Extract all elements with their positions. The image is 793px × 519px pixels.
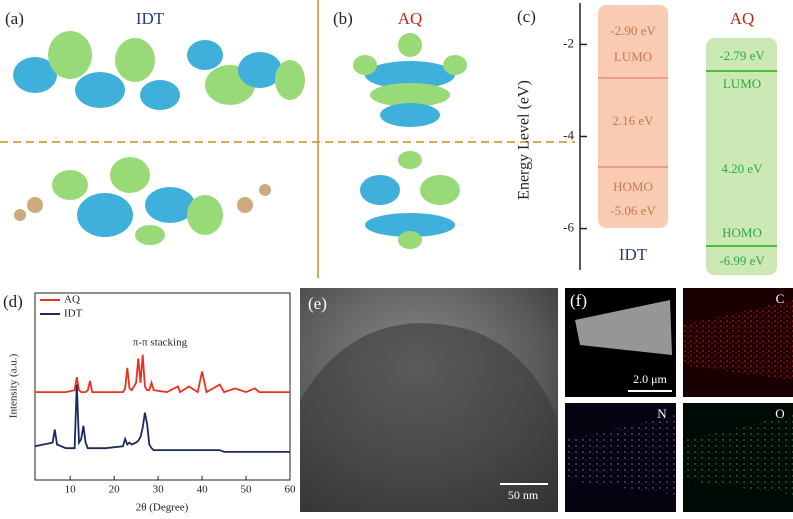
annotation: π-π stacking [133, 337, 188, 349]
eds-signal [683, 300, 793, 380]
gap: 4.20 eV [721, 161, 763, 176]
eds-signal [683, 415, 793, 495]
y-tick-label: -4 [563, 127, 574, 142]
panel-label: (b) [333, 9, 353, 28]
homo-energy: -5.06 eV [610, 203, 656, 218]
y-axis-label: Intensity (a.u.) [8, 353, 20, 418]
x-tick-label: 10 [65, 484, 77, 496]
gap: 2.16 eV [612, 113, 654, 128]
x-axis-label: 2θ (Degree) [136, 502, 189, 514]
homo-label: HOMO [722, 225, 762, 240]
element-label: C [776, 291, 785, 306]
panel-label: (c) [517, 7, 536, 26]
eds-signal [565, 415, 676, 495]
column-name: AQ [730, 9, 755, 28]
energy-column: -2.90 eV LUMO 2.16 eV HOMO -5.06 eV IDT [598, 5, 668, 264]
element-label: O [775, 406, 784, 421]
orbital-image [353, 33, 467, 249]
panel-label: (d) [3, 292, 23, 311]
lumo-energy: -2.79 eV [719, 48, 765, 63]
scale-bar-label: 2.0 μm [633, 372, 667, 386]
panel-label: (f) [570, 291, 587, 310]
x-tick-label: 30 [153, 484, 165, 496]
x-tick-label: 20 [109, 484, 121, 496]
column-name: IDT [619, 245, 648, 264]
panel-label: (e) [308, 294, 327, 313]
x-tick-label: 50 [241, 484, 253, 496]
scale-bar-label: 50 nm [508, 488, 539, 502]
sem-fiber [575, 300, 672, 355]
lumo-energy: -2.90 eV [610, 23, 656, 38]
panel-title: AQ [398, 9, 423, 28]
orbital-image [13, 31, 305, 245]
homo-label: HOMO [613, 179, 653, 194]
y-tick-label: -2 [563, 35, 574, 50]
band-box [598, 5, 668, 228]
x-tick-label: 60 [285, 484, 297, 496]
band-box [706, 38, 777, 275]
y-axis-label: Energy Level (eV) [516, 80, 533, 200]
x-tick-label: 40 [197, 484, 209, 496]
y-tick-label: -6 [563, 220, 574, 235]
series-line [34, 384, 290, 453]
element-label: N [657, 406, 667, 421]
lumo-label: LUMO [723, 76, 761, 91]
tem-particle [300, 323, 558, 512]
energy-column: -2.79 eV LUMO 4.20 eV HOMO -6.99 eV AQ [706, 9, 777, 275]
series-line [35, 354, 290, 394]
panel-label: (a) [5, 9, 24, 28]
plot-frame [34, 292, 291, 481]
lumo-label: LUMO [614, 49, 652, 64]
homo-energy: -6.99 eV [719, 253, 765, 268]
legend-label: AQ [64, 294, 80, 306]
panel-title: IDT [136, 9, 165, 28]
legend-label: IDT [64, 308, 83, 320]
